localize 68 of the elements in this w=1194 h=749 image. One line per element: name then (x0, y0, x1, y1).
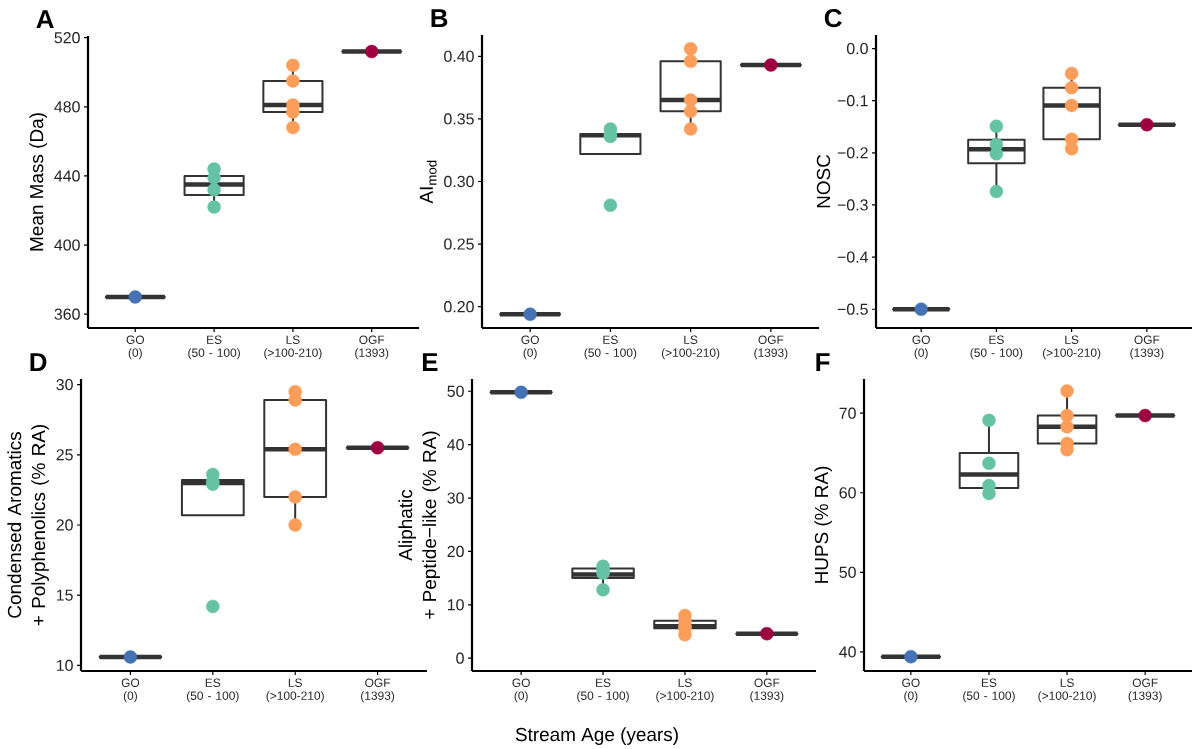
chart-title: C (824, 8, 842, 28)
x-tick-label: LS (>100-210) (661, 335, 720, 360)
y-tick-label: −0.5 (837, 303, 868, 315)
chart-title: B (431, 9, 448, 28)
x-tick-label: GO (0) (121, 678, 140, 703)
y-axis-title: Aliphatic + Peptide−like (% RA) (398, 431, 440, 619)
y-tick-label: 20 (447, 545, 464, 558)
y-tick-label: 15 (56, 589, 73, 601)
y-tick-label: 0 (456, 652, 464, 664)
x-tick-label: LS (>100-210) (656, 678, 714, 703)
y-tick-label: 0.0 (846, 42, 868, 55)
y-axis-title: NOSC (816, 154, 831, 208)
y-tick-label: 50 (447, 385, 464, 397)
x-tick-label: OGF (1393) (754, 335, 788, 360)
x-tick-label: LS (>100-210) (266, 678, 324, 703)
y-tick-label: 0.25 (444, 238, 474, 250)
x-tick-label: LS (>100-210) (1042, 335, 1101, 360)
y-tick-label: 10 (447, 599, 464, 611)
x-tick-label: ES (50 - 100) (186, 678, 239, 703)
y-tick-label: 10 (56, 659, 73, 672)
y-axis-title: Mean Mass (Da) (29, 113, 48, 251)
chart-title: A (36, 10, 54, 29)
y-tick-label: 0.40 (444, 50, 474, 62)
y-tick-label: −0.1 (837, 95, 868, 107)
chart-title: D (30, 353, 47, 372)
x-tick-label: OGF (1393) (355, 335, 389, 360)
y-tick-label: 360 (54, 308, 80, 320)
x-tick-label: GO (0) (126, 335, 145, 360)
y-tick-label: 30 (447, 492, 464, 504)
x-tick-label: ES (50 - 100) (188, 335, 240, 360)
y-tick-label: 40 (839, 646, 856, 658)
x-tick-label: OGF (1393) (1130, 335, 1164, 360)
y-tick-label: −0.3 (837, 199, 868, 211)
y-tick-label: 20 (56, 519, 73, 531)
x-tick-label: GO (0) (512, 678, 530, 703)
y-tick-label: 440 (54, 170, 80, 182)
y-axis-title: Condensed Aromatics + Polyphenolics (% RA) (7, 424, 49, 626)
y-tick-label: −0.4 (837, 251, 869, 263)
y-tick-label: 0.30 (444, 175, 474, 188)
y-tick-label: 70 (839, 407, 856, 419)
y-tick-label: 0.20 (444, 301, 474, 313)
y-tick-label: 520 (54, 32, 80, 44)
y-tick-label: 480 (54, 101, 80, 113)
y-tick-label: 30 (56, 378, 73, 391)
x-tick-label: GO (0) (902, 678, 920, 703)
x-tick-label: OGF (1393) (361, 678, 395, 703)
x-tick-label: LS (>100-210) (264, 335, 322, 360)
y-tick-label: 400 (54, 239, 80, 251)
y-tick-label: 60 (839, 487, 856, 499)
x-axis-title: Stream Age (years) (515, 727, 678, 745)
x-tick-label: ES (50 - 100) (577, 678, 629, 703)
chart-title: E (422, 353, 438, 372)
x-tick-label: OGF (1393) (1128, 678, 1162, 703)
y-axis-title: AI$_{mod}$ (419, 160, 437, 204)
x-tick-label: LS (>100-210) (1038, 678, 1096, 703)
x-tick-label: ES (50 - 100) (970, 335, 1023, 360)
chart-title: F (816, 353, 830, 372)
y-axis-title: HUPS (% RA) (814, 466, 832, 583)
y-tick-label: 0.35 (444, 113, 474, 125)
y-tick-label: 40 (447, 439, 464, 451)
x-tick-label: ES (50 - 100) (584, 335, 637, 360)
x-tick-label: GO (0) (912, 335, 930, 360)
x-tick-label: ES (50 - 100) (963, 678, 1015, 703)
y-tick-label: 25 (56, 449, 73, 461)
x-tick-label: OGF (1393) (750, 678, 784, 703)
x-tick-label: GO (0) (521, 335, 539, 360)
y-tick-label: 50 (839, 566, 856, 578)
y-tick-label: −0.2 (837, 147, 868, 159)
